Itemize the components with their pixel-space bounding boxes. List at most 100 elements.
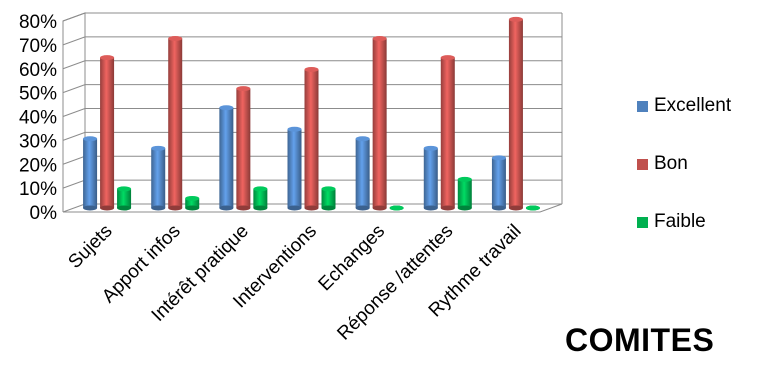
bar-base bbox=[355, 205, 370, 211]
bar-base bbox=[372, 205, 387, 211]
bar-body bbox=[151, 148, 166, 208]
legend-item-excellent: Excellent bbox=[637, 95, 757, 116]
bar-body bbox=[304, 69, 319, 209]
bar-top bbox=[287, 126, 302, 132]
bar bbox=[457, 176, 472, 211]
y-tick-label: 70% bbox=[19, 36, 57, 57]
bar-top bbox=[423, 145, 438, 151]
bar bbox=[423, 145, 438, 211]
axes bbox=[62, 12, 563, 213]
bar bbox=[83, 136, 98, 211]
floor-edge bbox=[63, 203, 563, 213]
bar-top bbox=[219, 105, 234, 111]
y-tick-label: 80% bbox=[19, 12, 57, 33]
bar-top bbox=[100, 55, 115, 61]
legend-label-excellent: Excellent bbox=[654, 95, 732, 116]
y-tick-label: 50% bbox=[19, 84, 57, 105]
bar-body bbox=[168, 38, 183, 208]
legend-swatch-faible bbox=[637, 216, 648, 228]
bar-top bbox=[372, 35, 387, 41]
y-tick-label: 10% bbox=[19, 179, 57, 200]
bar-top bbox=[508, 16, 523, 22]
bar bbox=[287, 126, 302, 211]
bar-top bbox=[83, 136, 98, 142]
bar bbox=[304, 67, 319, 211]
bar-body bbox=[355, 138, 370, 208]
bar-body bbox=[219, 107, 234, 208]
legend-item-faible: Faible bbox=[637, 211, 757, 232]
bar-base bbox=[168, 205, 183, 211]
y-tick-label: 40% bbox=[19, 108, 57, 129]
bar bbox=[253, 186, 268, 211]
bar-body bbox=[372, 38, 387, 208]
bar-base bbox=[236, 205, 251, 211]
bar-top bbox=[355, 136, 370, 142]
bar-top bbox=[185, 195, 200, 201]
bar-body bbox=[117, 188, 132, 208]
bar bbox=[185, 195, 200, 211]
bar-top bbox=[457, 176, 472, 182]
bar-base bbox=[117, 205, 132, 211]
bar bbox=[389, 205, 404, 211]
gridline-side bbox=[62, 155, 86, 165]
bar-body bbox=[236, 88, 251, 208]
bar-body bbox=[100, 57, 115, 209]
legend-swatch-bon bbox=[637, 158, 648, 170]
y-tick-label: 0% bbox=[30, 203, 58, 224]
legend-label-bon: Bon bbox=[654, 153, 688, 174]
bar-base bbox=[83, 205, 98, 211]
bar-base bbox=[253, 205, 268, 211]
bar-base bbox=[185, 205, 200, 211]
gridline-side bbox=[62, 203, 86, 213]
bar-top bbox=[491, 155, 506, 161]
bar-body bbox=[83, 138, 98, 208]
bar-base bbox=[304, 205, 319, 211]
y-tick-label: 60% bbox=[19, 60, 57, 81]
bar bbox=[151, 145, 166, 211]
bar-body bbox=[508, 19, 523, 209]
legend: Excellent Bon Faible bbox=[637, 95, 757, 270]
bar-base bbox=[321, 205, 336, 211]
bar bbox=[219, 105, 234, 211]
bar bbox=[355, 136, 370, 211]
bar-top bbox=[440, 55, 455, 61]
y-tick-label: 30% bbox=[19, 131, 57, 152]
gridline-side bbox=[62, 108, 86, 117]
bar-top bbox=[304, 67, 319, 73]
bar-base bbox=[219, 205, 234, 211]
bar bbox=[440, 55, 455, 211]
bar-body bbox=[321, 188, 336, 208]
bar bbox=[372, 35, 387, 211]
bar-top bbox=[525, 205, 540, 211]
y-tick-label: 20% bbox=[19, 155, 57, 176]
bar-body bbox=[253, 188, 268, 208]
gridline-side bbox=[62, 179, 86, 189]
bar-base bbox=[423, 205, 438, 211]
bar bbox=[491, 155, 506, 211]
bar-top bbox=[151, 145, 166, 151]
bar-body bbox=[185, 198, 200, 208]
gridline-side bbox=[62, 131, 86, 141]
bar-top bbox=[117, 186, 132, 192]
bar-top bbox=[253, 186, 268, 192]
bar bbox=[168, 35, 183, 211]
bar-base bbox=[287, 205, 302, 211]
y-tick-labels: 0% 10% 20% 30%40% 50% 60% 70% 80% bbox=[19, 12, 57, 224]
bar-body bbox=[423, 148, 438, 208]
bar bbox=[321, 186, 336, 211]
gridline-side bbox=[62, 60, 86, 70]
bar-body bbox=[440, 57, 455, 209]
bar-body bbox=[457, 179, 472, 208]
bar bbox=[236, 86, 251, 211]
legend-item-bon: Bon bbox=[637, 153, 757, 174]
x-tick-label: Réponse /attentes bbox=[333, 221, 457, 345]
side-wall bbox=[62, 12, 86, 212]
bar bbox=[508, 16, 523, 211]
bar-base bbox=[440, 205, 455, 211]
bar-top bbox=[389, 205, 404, 211]
gridline-side bbox=[62, 84, 86, 94]
bars bbox=[83, 16, 540, 211]
legend-swatch-excellent bbox=[637, 100, 648, 112]
